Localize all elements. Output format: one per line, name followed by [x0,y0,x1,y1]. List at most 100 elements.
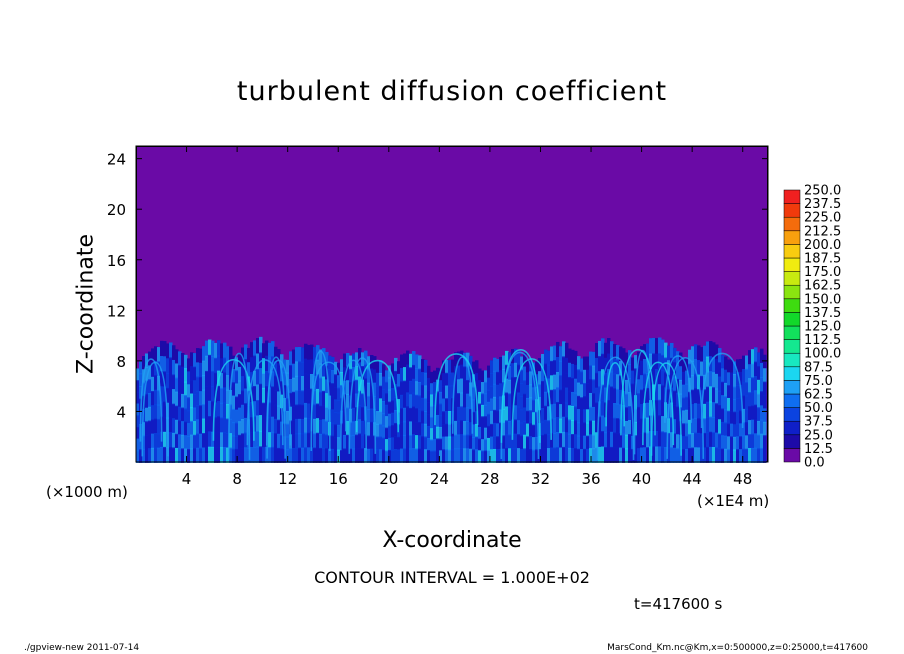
turbulence-cell [520,356,524,371]
turbulence-cell [529,436,533,451]
turbulence-cell [199,405,203,421]
turbulence-cell [355,379,359,395]
turbulence-cell [223,402,227,419]
turbulence-cell [220,447,224,463]
turbulence-cell [337,400,341,414]
turbulence-cell [433,439,437,452]
turbulence-cell [763,448,767,463]
turbulence-cell [229,447,233,463]
turbulence-cell [268,387,272,404]
turbulence-cell [676,365,680,380]
turbulence-cell [211,446,215,463]
turbulence-cell [379,385,383,400]
turbulence-cell [511,447,515,463]
turbulence-cell [541,407,545,423]
turbulence-cell [319,433,323,449]
turbulence-cell [556,431,560,448]
turbulence-cell [670,447,674,463]
turbulence-cell [730,359,734,374]
plume-arc [139,358,163,442]
turbulence-cell [274,447,278,463]
turbulence-cell [331,448,335,463]
turbulence-cell [205,340,209,357]
turbulence-cell [661,370,665,387]
turbulence-cell [418,408,422,424]
turbulence-cell [751,377,755,393]
turbulence-cell [244,447,248,463]
turbulence-cell [496,359,500,373]
turbulence-cell [718,405,722,421]
turbulence-cell [481,382,485,395]
plume-arc [141,361,169,457]
turbulence-cell [199,447,203,463]
turbulence-cell [229,346,233,363]
turbulence-cell [301,404,305,421]
turbulence-cell [586,422,590,437]
turbulence-cell [145,448,149,463]
turbulence-cell [286,385,290,400]
turbulence-cell [682,397,686,412]
turbulence-cell [259,415,263,432]
turbulence-cell [334,436,338,451]
turbulence-cell [232,369,236,384]
turbulence-cell [313,404,317,420]
turbulence-cell [736,397,740,412]
turbulence-cell [436,367,440,381]
turbulence-cell [352,394,356,409]
x-tick-label: 48 [733,470,752,488]
turbulence-cell [136,403,140,417]
turbulence-cell [751,447,755,463]
turbulence-cell [325,379,329,395]
turbulence-cell [592,379,596,395]
turbulence-cell [679,366,683,381]
turbulence-cell [622,348,626,364]
turbulence-cell [199,419,203,435]
turbulence-cell [202,433,206,449]
turbulence-cell [637,379,641,395]
turbulence-cell [148,434,152,450]
turbulence-cell [643,447,647,463]
turbulence-cell [661,354,665,372]
turbulence-cell [622,362,626,378]
turbulence-cell [736,423,740,438]
turbulence-cell [466,393,470,409]
turbulence-cell [640,375,644,391]
turbulence-cell [604,372,608,389]
turbulence-cell [694,344,698,361]
turbulence-cell [436,438,440,452]
turbulence-cell [718,362,722,378]
turbulence-cell [274,433,278,449]
turbulence-cell [178,420,182,436]
turbulence-cell [739,436,743,451]
colorbar-swatch [783,257,801,272]
chart-title: turbulent diffusion coefficient [236,76,668,107]
x-tick-label: 32 [531,470,550,488]
turbulence-cell [619,433,623,449]
turbulence-cell [307,418,311,434]
turbulence-cell [163,341,167,358]
turbulence-cell [553,389,557,405]
turbulence-cell [517,448,521,463]
y-tick-label: 4 [116,403,126,421]
turbulence-cell [391,388,395,402]
turbulence-cell [754,361,758,377]
turbulence-cell [307,344,311,361]
turbulence-cell [319,377,323,393]
turbulence-cell [742,448,746,463]
turbulence-cell [685,422,689,437]
turbulence-cell [580,410,584,425]
turbulence-cell [238,448,242,463]
turbulence-cell [478,368,482,382]
turbulence-cell [571,391,575,407]
colorbar-swatch [783,339,801,354]
turbulence-cell [754,390,758,406]
turbulence-cell [337,449,341,463]
turbulence-cell [610,356,614,373]
turbulence-cell [568,433,572,449]
turbulence-cell [583,435,587,450]
turbulence-cell [199,348,203,364]
turbulence-cell [136,368,140,382]
colorbar-label: 200.0 [804,238,841,253]
turbulence-cell [535,424,539,438]
turbulence-cell [262,373,266,389]
